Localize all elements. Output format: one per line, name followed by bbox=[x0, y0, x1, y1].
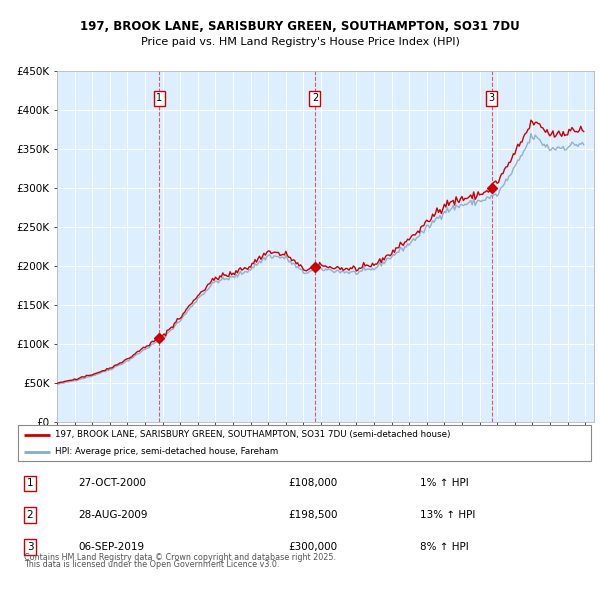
Text: 197, BROOK LANE, SARISBURY GREEN, SOUTHAMPTON, SO31 7DU: 197, BROOK LANE, SARISBURY GREEN, SOUTHA… bbox=[80, 20, 520, 33]
Text: £108,000: £108,000 bbox=[288, 478, 337, 488]
Text: Price paid vs. HM Land Registry's House Price Index (HPI): Price paid vs. HM Land Registry's House … bbox=[140, 38, 460, 47]
Text: 1: 1 bbox=[26, 478, 34, 488]
Text: 28-AUG-2009: 28-AUG-2009 bbox=[78, 510, 148, 520]
Text: £300,000: £300,000 bbox=[288, 542, 337, 552]
Text: This data is licensed under the Open Government Licence v3.0.: This data is licensed under the Open Gov… bbox=[24, 560, 280, 569]
Text: 3: 3 bbox=[488, 93, 494, 103]
FancyBboxPatch shape bbox=[18, 425, 591, 461]
Text: Contains HM Land Registry data © Crown copyright and database right 2025.: Contains HM Land Registry data © Crown c… bbox=[24, 553, 336, 562]
Text: £198,500: £198,500 bbox=[288, 510, 337, 520]
Text: HPI: Average price, semi-detached house, Fareham: HPI: Average price, semi-detached house,… bbox=[55, 447, 278, 456]
Text: 27-OCT-2000: 27-OCT-2000 bbox=[78, 478, 146, 488]
Text: 1: 1 bbox=[157, 93, 163, 103]
Text: 197, BROOK LANE, SARISBURY GREEN, SOUTHAMPTON, SO31 7DU (semi-detached house): 197, BROOK LANE, SARISBURY GREEN, SOUTHA… bbox=[55, 430, 451, 439]
Text: 3: 3 bbox=[26, 542, 34, 552]
Text: 06-SEP-2019: 06-SEP-2019 bbox=[78, 542, 144, 552]
Text: 2: 2 bbox=[312, 93, 318, 103]
Text: 8% ↑ HPI: 8% ↑ HPI bbox=[420, 542, 469, 552]
Text: 13% ↑ HPI: 13% ↑ HPI bbox=[420, 510, 475, 520]
Text: 2: 2 bbox=[26, 510, 34, 520]
Text: 1% ↑ HPI: 1% ↑ HPI bbox=[420, 478, 469, 488]
